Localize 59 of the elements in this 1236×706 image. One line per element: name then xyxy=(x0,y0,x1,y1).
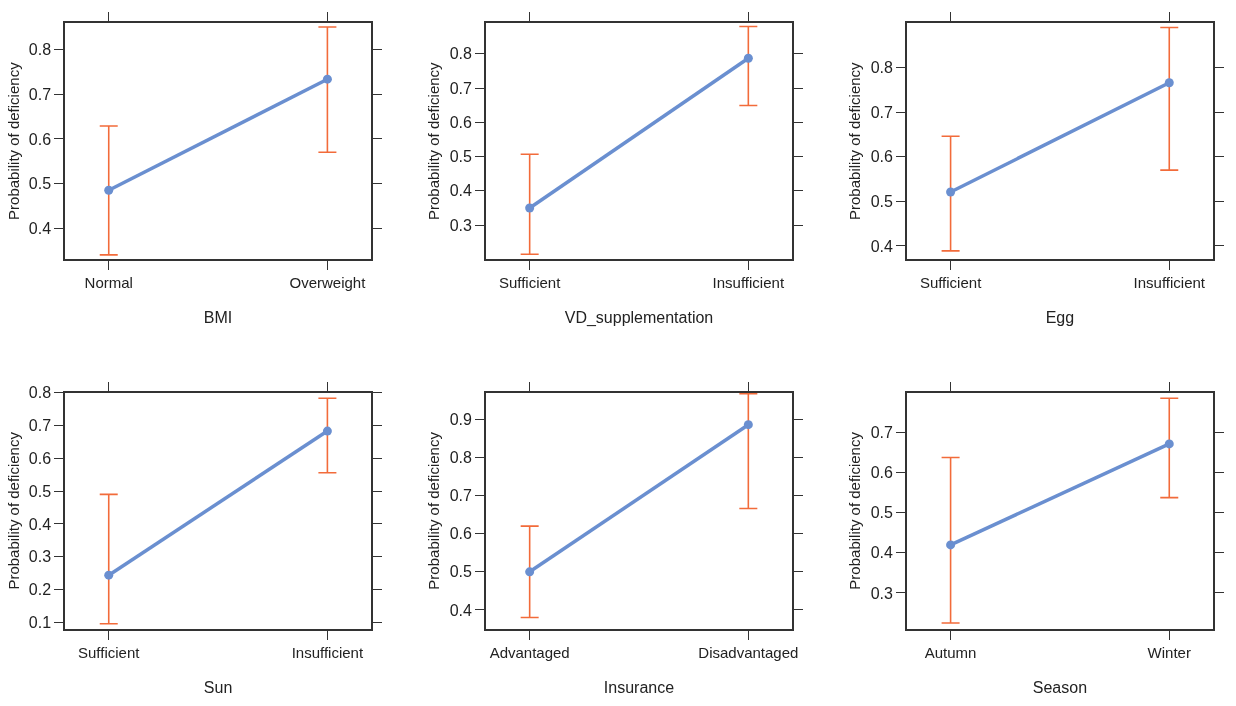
x-axis-title: Sun xyxy=(203,678,233,696)
x-tick-label: Insufficient xyxy=(1133,274,1206,292)
y-tick-label: 0.7 xyxy=(449,79,473,97)
y-tick-label: 0.1 xyxy=(28,614,52,632)
y-tick-label: 0.6 xyxy=(449,525,473,543)
x-tick-label: Sufficient xyxy=(78,643,141,661)
y-axis-title: Probability of deficiency xyxy=(846,431,864,590)
y-tick-label: 0.5 xyxy=(449,563,473,581)
y-tick-label: 0.4 xyxy=(28,219,52,237)
y-tick-label: 0.7 xyxy=(870,424,894,442)
y-tick-label: 0.9 xyxy=(449,410,473,428)
y-tick-label: 0.8 xyxy=(28,41,52,59)
y-axis-title: Probability of deficiency xyxy=(4,431,22,590)
y-tick-label: 0.5 xyxy=(870,504,894,522)
y-axis-title: Probability of deficiency xyxy=(846,61,864,220)
y-tick-label: 0.2 xyxy=(28,581,52,599)
y-tick-label: 0.7 xyxy=(449,487,473,505)
y-tick-label: 0.5 xyxy=(28,482,52,500)
x-tick-label: Winter xyxy=(1147,643,1191,661)
y-tick-label: 0.7 xyxy=(28,417,52,435)
y-tick-label: 0.3 xyxy=(870,584,894,602)
y-tick-label: 0.8 xyxy=(870,59,894,77)
y-tick-label: 0.5 xyxy=(28,175,52,193)
y-tick-label: 0.6 xyxy=(449,113,473,131)
y-axis-title: Probability of deficiency xyxy=(4,61,22,220)
y-tick-label: 0.6 xyxy=(28,449,52,467)
x-tick-label: Normal xyxy=(84,274,133,292)
y-tick-label: 0.4 xyxy=(870,544,894,562)
y-tick-label: 0.8 xyxy=(449,45,473,63)
y-tick-label: 0.4 xyxy=(28,515,52,533)
y-tick-label: 0.8 xyxy=(449,449,473,467)
y-tick-label: 0.4 xyxy=(449,182,473,200)
y-axis-title: Probability of deficiency xyxy=(425,431,443,590)
y-tick-label: 0.6 xyxy=(28,130,52,148)
x-axis-title: Insurance xyxy=(603,678,675,696)
x-axis-title: Egg xyxy=(1045,309,1075,327)
x-tick-label: Autumn xyxy=(924,643,977,661)
x-tick-label: Sufficient xyxy=(919,274,983,292)
x-tick-label: Sufficient xyxy=(498,274,562,292)
y-tick-label: 0.5 xyxy=(870,192,894,210)
x-tick-label: Disadvantaged xyxy=(698,643,799,661)
x-tick-label: Overweight xyxy=(289,274,367,292)
y-tick-label: 0.4 xyxy=(870,237,894,255)
y-tick-label: 0.6 xyxy=(870,464,894,482)
y-tick-label: 0.7 xyxy=(28,85,52,103)
y-tick-label: 0.3 xyxy=(449,216,473,234)
y-tick-label: 0.8 xyxy=(28,384,52,402)
x-axis-title: Season xyxy=(1032,678,1088,696)
x-axis-title: BMI xyxy=(203,309,233,327)
y-tick-label: 0.4 xyxy=(449,601,473,619)
x-tick-label: Insufficient xyxy=(712,274,785,292)
x-axis-title: VD_supplementation xyxy=(564,309,714,328)
y-tick-label: 0.3 xyxy=(28,548,52,566)
x-tick-label: Insufficient xyxy=(291,643,364,661)
x-tick-label: Advantaged xyxy=(489,643,570,661)
y-tick-label: 0.7 xyxy=(870,103,894,121)
y-axis-title: Probability of deficiency xyxy=(425,61,443,220)
y-tick-label: 0.5 xyxy=(449,148,473,166)
y-tick-label: 0.6 xyxy=(870,148,894,166)
